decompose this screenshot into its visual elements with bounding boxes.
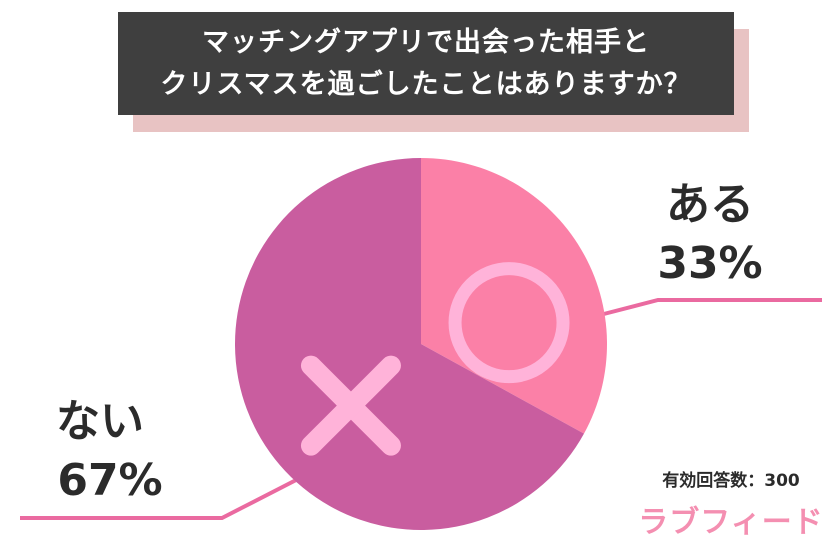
chart-title: マッチングアプリで出会った相手と クリスマスを過ごしたことはありますか？	[118, 12, 734, 115]
leader-line-aru	[595, 298, 822, 318]
slice-label-nai: ない	[56, 396, 144, 447]
title-line-2: クリスマスを過ごしたことはありますか？	[160, 68, 692, 100]
leader-line-nai	[20, 476, 301, 520]
slice-percent-aru: 33%	[657, 238, 763, 289]
respondent-count: 有効回答数：300	[662, 471, 800, 491]
slice-percent-nai: 67%	[57, 455, 163, 506]
cross-icon-stroke	[300, 355, 401, 456]
brand-logo: ラブフィード	[638, 505, 824, 540]
title-line-1: マッチングアプリで出会った相手と	[202, 26, 650, 58]
circle-icon	[448, 262, 570, 384]
slice-label-aru: ある	[666, 179, 754, 230]
